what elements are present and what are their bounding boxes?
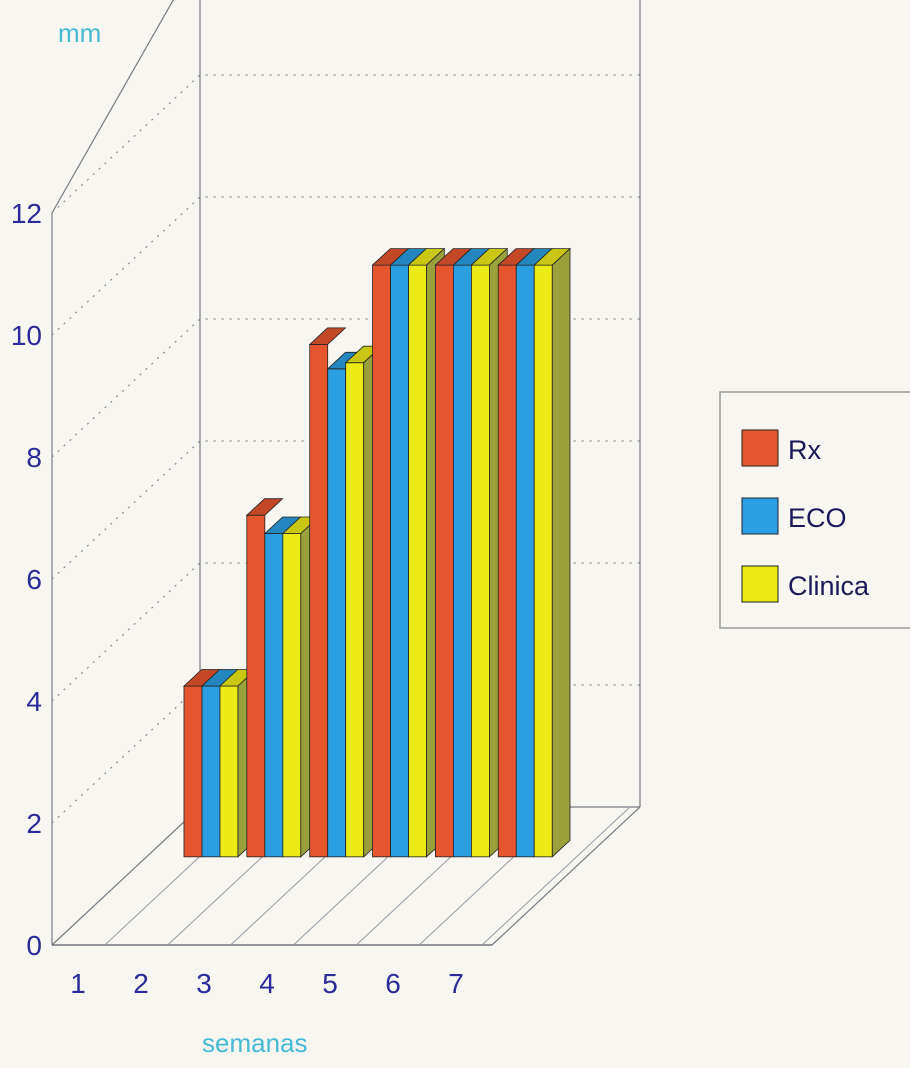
bar — [533, 247, 572, 858]
x-tick-label: 7 — [448, 968, 464, 999]
wall-edge — [51, 806, 201, 946]
bar — [245, 498, 284, 858]
bar — [182, 669, 221, 858]
legend-label: Clinica — [788, 571, 870, 601]
x-tick-label: 4 — [259, 968, 275, 999]
x-axis-label: semanas — [202, 1028, 308, 1058]
x-tick-label: 3 — [196, 968, 212, 999]
y-tick-label: 4 — [26, 686, 42, 717]
y-tick-label: 12 — [11, 198, 42, 229]
legend-item: Clinica — [741, 565, 870, 603]
legend: Rx ECO Clinica — [719, 391, 910, 629]
legend-label: ECO — [788, 503, 847, 533]
grid-line — [51, 74, 640, 214]
x-axis-ticks: 1 2 3 4 5 6 7 — [70, 968, 464, 999]
y-tick-label: 0 — [26, 930, 42, 961]
wall-edge — [51, 0, 174, 214]
y-tick-label: 10 — [11, 320, 42, 351]
legend-items: Rx ECO Clinica — [741, 429, 870, 603]
legend-item: ECO — [741, 497, 847, 535]
y-axis-label: mm — [58, 18, 101, 48]
legend-swatch — [741, 497, 779, 535]
x-tick-label: 6 — [385, 968, 401, 999]
x-tick-label: 2 — [133, 968, 149, 999]
bars — [182, 247, 572, 858]
legend-item: Rx — [741, 429, 821, 467]
x-tick-label: 5 — [322, 968, 338, 999]
y-axis-ticks: 0 2 4 6 8 10 12 — [11, 198, 42, 961]
floor-divider — [481, 806, 631, 946]
y-tick-label: 2 — [26, 808, 42, 839]
legend-swatch — [741, 565, 779, 603]
x-tick-label: 1 — [70, 968, 86, 999]
y-tick-label: 6 — [26, 564, 42, 595]
legend-label: Rx — [788, 435, 821, 465]
wall-edge — [491, 806, 641, 946]
bar — [497, 248, 536, 858]
legend-swatch — [741, 429, 779, 467]
y-tick-label: 8 — [26, 442, 42, 473]
